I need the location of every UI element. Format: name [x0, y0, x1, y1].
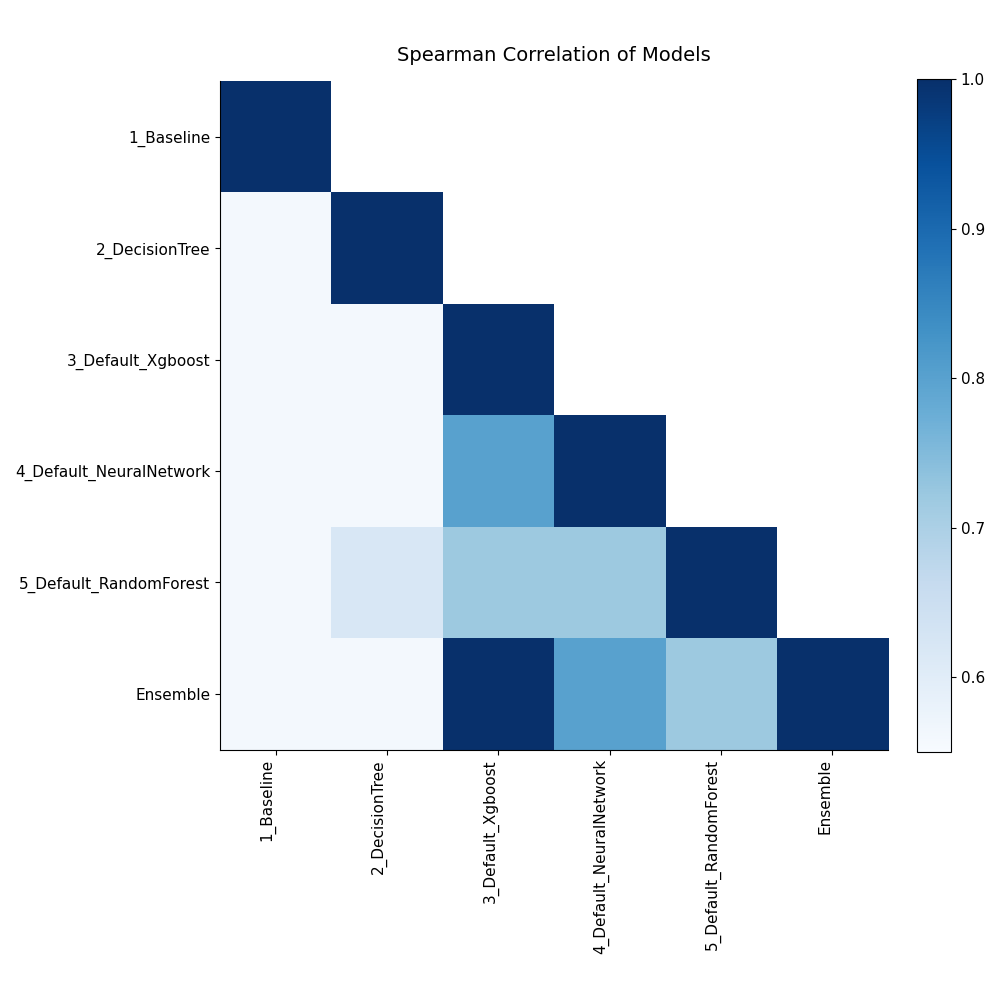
Title: Spearman Correlation of Models: Spearman Correlation of Models: [397, 46, 711, 65]
